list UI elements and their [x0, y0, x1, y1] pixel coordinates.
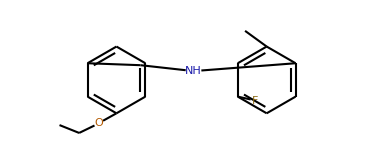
Text: F: F: [252, 96, 259, 105]
Text: O: O: [94, 118, 103, 128]
Text: NH: NH: [185, 66, 202, 76]
